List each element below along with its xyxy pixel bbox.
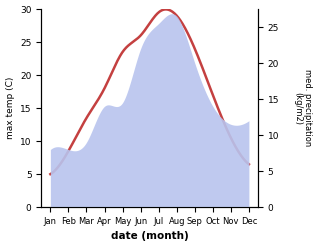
Y-axis label: max temp (C): max temp (C) (5, 77, 15, 139)
X-axis label: date (month): date (month) (111, 231, 189, 242)
Y-axis label: med. precipitation
(kg/m2): med. precipitation (kg/m2) (293, 69, 313, 147)
